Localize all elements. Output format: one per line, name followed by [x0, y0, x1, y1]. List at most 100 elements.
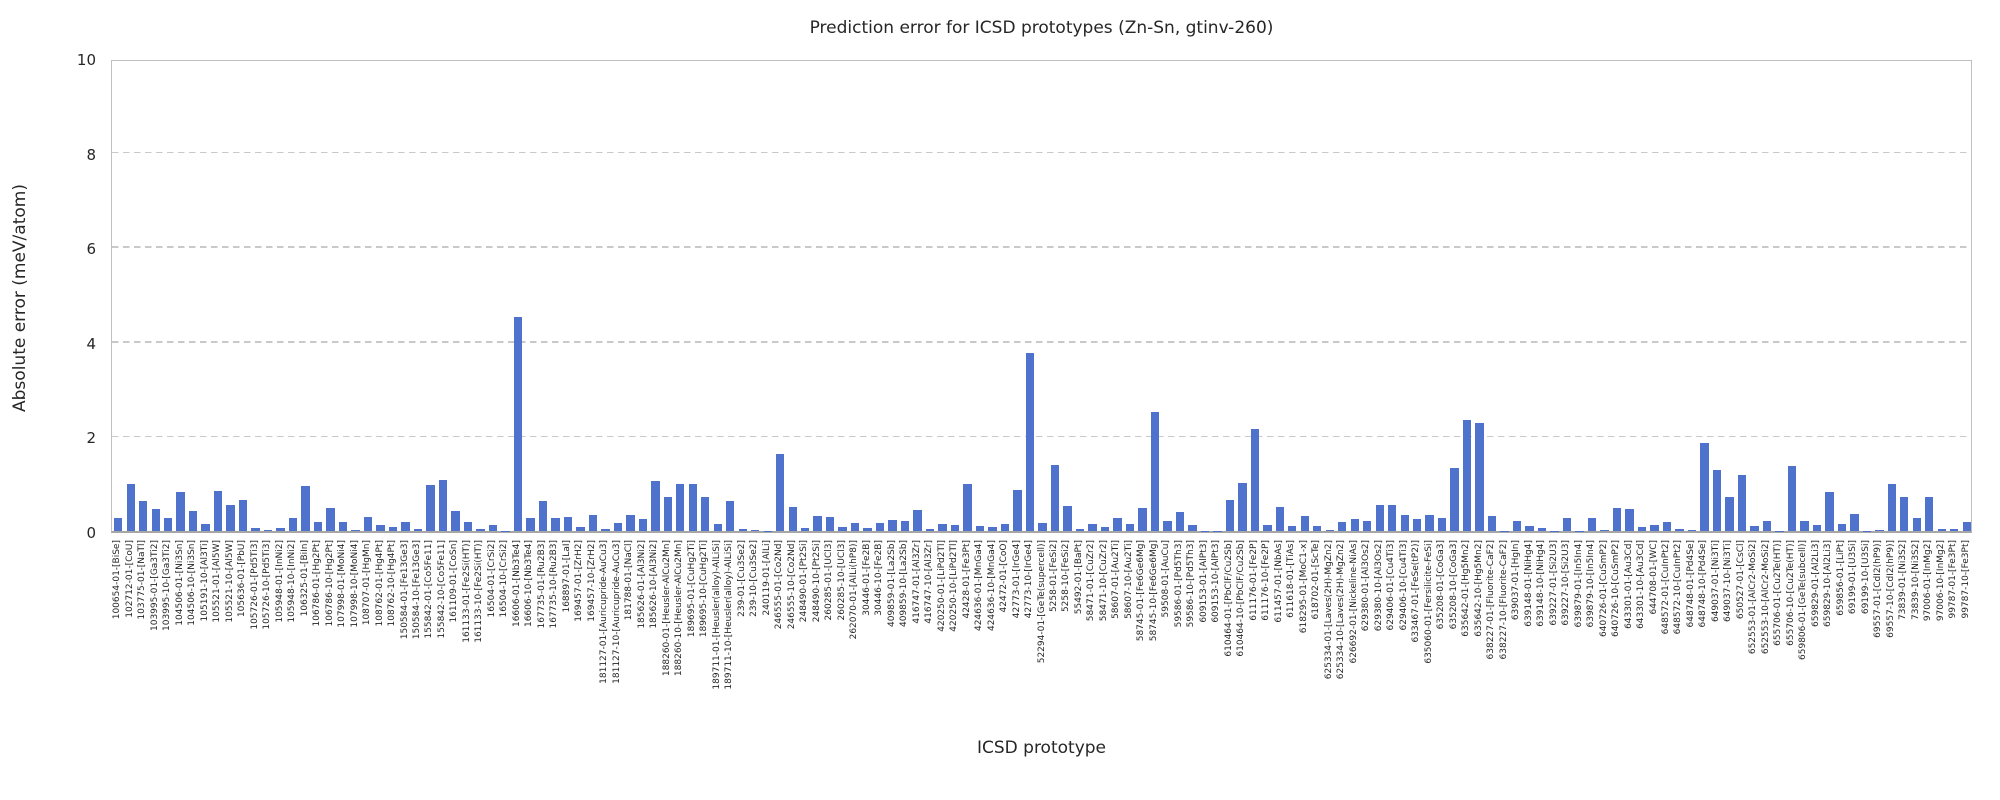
- x-tick-label: 635208-10-[CoGa3]: [1448, 540, 1459, 630]
- x-tick-label: 659829-01-[Al2Li3]: [1810, 540, 1821, 627]
- x-tick-label: 189695-01-[CuHg2Ti]: [686, 540, 697, 638]
- x-tick-label: 185626-01-[Al3Ni2]: [636, 540, 647, 629]
- bar: [326, 508, 335, 531]
- x-tick-label: 635060-01-[Fersilicite-FeSi]: [1423, 540, 1434, 664]
- bar: [176, 492, 185, 531]
- x-tick-label: 30446-10-[Fe2B]: [874, 540, 885, 616]
- bar: [1800, 521, 1809, 531]
- x-tick-label: 105948-10-[InNi2]: [287, 540, 298, 623]
- x-tick-label: 16504-01-[CrSi2]: [486, 540, 497, 618]
- bar: [251, 528, 260, 531]
- x-tick-label: 639879-01-[In5In4]: [1573, 540, 1584, 628]
- bar: [713, 523, 722, 531]
- bar: [1188, 525, 1197, 531]
- x-tick-label: 639227-01-[Si2U3]: [1548, 540, 1559, 626]
- bar: [913, 510, 922, 531]
- bar: [213, 491, 223, 531]
- bar: [1388, 504, 1397, 531]
- x-tick-label: 106325-01-[BiIn]: [299, 540, 310, 617]
- bar: [263, 530, 273, 531]
- bar: [850, 523, 860, 531]
- x-tick-label: 52294-01-[GeTe(supercell)]: [1036, 540, 1047, 664]
- gridline-y6: [112, 246, 1971, 248]
- x-tick-label: 167735-10-[Ru2B3]: [549, 540, 560, 629]
- bar: [1338, 521, 1347, 531]
- bar: [426, 484, 435, 531]
- x-tick-label: 69557-10-[CdI2(hP9)]: [1885, 540, 1896, 638]
- x-tick-label: 97006-10-[InMg2]: [1935, 540, 1946, 622]
- bar: [613, 522, 623, 531]
- x-tick-label: 638227-10-[Fluorite-CaF2]: [1498, 540, 1509, 660]
- bar: [413, 529, 423, 531]
- x-tick-label: 652553-01-[AlCr2-MoSi2]: [1748, 540, 1759, 655]
- x-tick-label: 643301-10-[Au3Cd]: [1636, 540, 1647, 629]
- bar: [1163, 520, 1172, 531]
- bar: [401, 521, 410, 531]
- x-tick-label: 629380-01-[Al3Os2]: [1361, 540, 1372, 632]
- bar: [1487, 515, 1497, 531]
- x-tick-label: 150584-10-[Fe13Ge3]: [412, 540, 422, 640]
- x-tick-label: 635208-01-[CoGa3]: [1436, 540, 1447, 630]
- x-tick-label: 240119-01-[AlLi]: [761, 540, 772, 616]
- bar: [1400, 514, 1409, 531]
- x-tick-label: 648748-10-[Pd4Se]: [1698, 540, 1709, 628]
- bar: [963, 483, 972, 531]
- x-tick-label: 239-10-[Cu3Se2]: [749, 540, 760, 617]
- bar: [1300, 516, 1309, 531]
- x-tick-label: 638227-01-[Fluorite-CaF2]: [1486, 540, 1497, 660]
- bar: [164, 518, 173, 531]
- y-tick-4: 4: [86, 334, 96, 353]
- bar: [1475, 422, 1484, 531]
- gridline-y8: [112, 151, 1971, 154]
- bar: [1625, 509, 1634, 531]
- bar: [1900, 496, 1909, 531]
- bar: [1637, 527, 1647, 531]
- x-tick-label: 640726-10-[CuSmP2]: [1611, 540, 1622, 637]
- bar: [1263, 524, 1272, 531]
- x-tick-label: 107998-01-[MoNi4]: [337, 540, 348, 628]
- bar: [1063, 506, 1072, 531]
- plot-area: [111, 60, 1972, 533]
- x-tick-label: 103995-01-[Ga3Ti2]: [149, 540, 160, 631]
- x-tick-label: 416747-10-[Al3Zr]: [924, 540, 935, 624]
- x-tick-label: 105726-01-[Pd5Ti3]: [249, 540, 260, 630]
- x-tick-label: 108707-01-[HgMn]: [362, 540, 373, 626]
- x-tick-label: 416747-01-[Al3Zr]: [911, 540, 922, 624]
- bar: [888, 519, 897, 531]
- x-tick-label: 97006-01-[InMg2]: [1923, 540, 1934, 622]
- bar: [1912, 518, 1921, 531]
- x-tick-label: 655706-01-[Cu2Te(HT)]: [1773, 540, 1784, 646]
- x-tick-label: 169457-10-[ZrH2]: [586, 540, 597, 622]
- bar: [863, 527, 872, 531]
- bar: [1125, 523, 1135, 531]
- bar: [1937, 529, 1946, 531]
- x-tick-label: 99787-01-[Fe3Pt]: [1948, 540, 1959, 619]
- x-tick-label: 650527-01-[CsCl]: [1735, 540, 1746, 620]
- x-tick-label: 105191-10-[Al3Ti]: [199, 540, 210, 622]
- bar: [238, 500, 248, 531]
- x-tick-label: 168897-01-[LaI]: [561, 540, 572, 613]
- x-tick-label: 639148-10-[NiHg4]: [1536, 540, 1547, 627]
- x-tick-label: 181127-10-[Auricupride-AuCu3]: [611, 540, 622, 684]
- bar: [363, 516, 373, 531]
- bar: [1512, 520, 1522, 531]
- x-tick-label: 155842-10-[Co5Fe11]: [436, 540, 447, 639]
- bar: [1288, 525, 1297, 531]
- x-tick-label: 611176-01-[Fe2P]: [1248, 540, 1259, 621]
- bar: [276, 528, 285, 531]
- x-tick-label: 108762-10-[Hg4Pt]: [387, 540, 398, 627]
- bar: [1375, 505, 1384, 531]
- x-tick-label: 246555-01-[Co2Nd]: [774, 540, 785, 630]
- gridline-y4: [112, 341, 1971, 343]
- bar: [1138, 507, 1147, 531]
- bar: [376, 524, 385, 531]
- bar: [900, 521, 910, 531]
- x-tick-label: 609153-10-[AlPt3]: [1211, 540, 1222, 623]
- bar: [776, 453, 785, 531]
- x-tick-label: 103995-10-[Ga3Ti2]: [162, 540, 173, 631]
- x-tick-label: 640726-01-[CuSmP2]: [1598, 540, 1609, 637]
- bar: [1762, 521, 1772, 531]
- bar: [563, 517, 573, 531]
- x-tick-label: 409859-01-[La2Sb]: [886, 540, 897, 628]
- bar: [1350, 519, 1359, 531]
